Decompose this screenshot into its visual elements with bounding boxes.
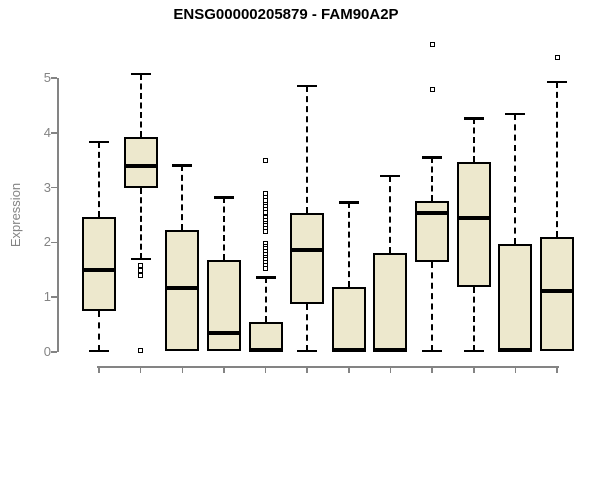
whisker-cap-lower	[463, 349, 484, 353]
outlier-point	[429, 41, 435, 47]
y-tick-label: 3	[43, 179, 51, 195]
box-whisker-upper	[556, 81, 559, 237]
box-plot-box	[498, 244, 533, 351]
box-whisker-lower	[472, 287, 475, 351]
y-axis-label: Expression	[8, 182, 23, 248]
box-whisker-lower	[139, 187, 142, 259]
box-plot-box	[456, 162, 491, 288]
whisker-cap-lower	[422, 349, 443, 353]
box-median-line	[456, 216, 491, 221]
outlier-point	[429, 87, 435, 92]
whisker-cap-upper	[89, 140, 109, 144]
whisker-cap-upper	[463, 117, 484, 120]
box-whisker-upper	[181, 165, 184, 231]
box-whisker-upper	[222, 197, 225, 260]
box-median-line	[373, 347, 408, 352]
y-axis-line	[57, 78, 59, 352]
box-whisker-lower	[306, 304, 309, 351]
box-median-line	[331, 347, 366, 352]
box-plot-box	[373, 253, 408, 351]
y-tick-mark	[51, 132, 57, 134]
x-tick-mark	[389, 367, 392, 373]
box-median-line	[290, 248, 325, 253]
whisker-cap-lower	[297, 349, 318, 353]
box-whisker-upper	[514, 113, 517, 245]
box-whisker-upper	[389, 175, 392, 254]
outlier-point	[554, 54, 560, 60]
box-median-line	[415, 211, 450, 216]
whisker-cap-upper	[380, 174, 401, 178]
whisker-cap-upper	[297, 84, 318, 88]
outlier-point	[263, 265, 269, 271]
box-plot-box	[123, 137, 158, 188]
outlier-point	[263, 157, 269, 163]
y-tick-label: 0	[43, 344, 51, 359]
box-whisker-upper	[98, 141, 100, 217]
box-median-line	[123, 163, 158, 168]
box-median-line	[248, 347, 283, 352]
box-plot-box	[540, 236, 575, 351]
box-median-line	[165, 285, 200, 290]
box-plot-box	[206, 259, 241, 351]
y-tick-mark	[51, 186, 57, 189]
box-median-line	[540, 288, 575, 293]
whisker-cap-upper	[130, 72, 151, 76]
box-plot-box	[290, 213, 325, 305]
whisker-cap-upper	[172, 164, 193, 167]
box-whisker-lower	[98, 310, 100, 351]
box-whisker-lower	[431, 262, 434, 351]
y-tick-mark	[51, 241, 57, 244]
box-whisker-upper	[472, 118, 475, 163]
x-tick-mark	[306, 367, 308, 373]
x-tick-mark	[556, 367, 558, 373]
outlier-point	[263, 228, 269, 234]
box-whisker-upper	[139, 73, 142, 138]
x-tick-mark	[348, 367, 350, 373]
outlier-point	[263, 209, 269, 215]
x-tick-mark	[98, 367, 100, 373]
box-median-line	[82, 267, 116, 272]
box-whisker-upper	[306, 85, 309, 214]
whisker-cap-upper	[338, 201, 359, 204]
x-tick-mark	[223, 367, 225, 373]
box-plot-box	[331, 286, 366, 351]
box-plot-box	[82, 216, 116, 311]
x-tick-mark	[264, 367, 267, 373]
chart-title: ENSG00000205879 - FAM90A2P	[173, 6, 399, 23]
x-tick-mark	[514, 367, 517, 373]
box-median-line	[498, 347, 533, 352]
outlier-point	[138, 267, 144, 273]
whisker-cap-upper	[547, 80, 568, 84]
y-tick-label: 4	[43, 124, 51, 140]
x-axis-line	[97, 366, 559, 368]
box-plot-box	[165, 230, 200, 351]
y-tick-label: 5	[43, 70, 51, 85]
whisker-cap-lower	[89, 349, 109, 353]
whisker-cap-lower	[130, 257, 151, 261]
outlier-point	[138, 272, 144, 278]
whisker-cap-upper	[255, 276, 276, 279]
box-plot-box	[248, 322, 283, 351]
whisker-cap-upper	[213, 196, 234, 199]
outlier-point	[138, 262, 144, 268]
y-tick-mark	[51, 296, 57, 298]
box-whisker-upper	[347, 202, 350, 287]
x-tick-mark	[473, 367, 475, 373]
y-tick-label: 1	[43, 289, 51, 305]
outlier-point	[138, 348, 144, 354]
whisker-cap-upper	[422, 156, 443, 159]
x-tick-mark	[139, 367, 142, 373]
box-whisker-upper	[264, 277, 267, 323]
x-tick-mark	[431, 367, 433, 373]
y-tick-mark	[51, 77, 57, 79]
y-tick-mark	[51, 351, 57, 353]
box-median-line	[206, 330, 241, 335]
x-tick-mark	[181, 367, 184, 373]
box-whisker-upper	[431, 157, 434, 202]
y-tick-label: 2	[43, 234, 51, 250]
whisker-cap-upper	[505, 112, 526, 116]
